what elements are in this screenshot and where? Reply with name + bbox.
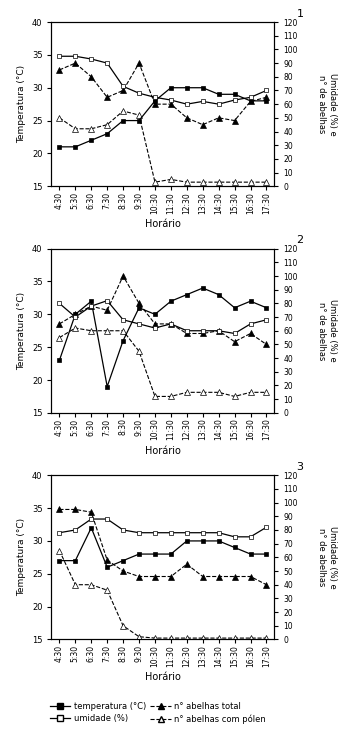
Text: 1: 1 [296,9,304,19]
Y-axis label: Umidade (%) e
n° de abelhas: Umidade (%) e n° de abelhas [317,73,337,135]
Y-axis label: Umidade (%) e
n° de abelhas: Umidade (%) e n° de abelhas [317,526,337,589]
Text: 2: 2 [296,235,304,245]
X-axis label: Horário: Horário [145,219,181,229]
Y-axis label: Temperatura (°C): Temperatura (°C) [17,518,26,596]
Y-axis label: Umidade (%) e
n° de abelhas: Umidade (%) e n° de abelhas [317,299,337,362]
Y-axis label: Temperatura (°C): Temperatura (°C) [17,65,26,143]
Y-axis label: Temperatura (°C): Temperatura (°C) [17,292,26,370]
Legend: temperatura (°C), umidade (%), n° abelhas total, n° abelhas com pólen: temperatura (°C), umidade (%), n° abelha… [46,699,269,727]
Text: 3: 3 [296,462,304,472]
X-axis label: Horário: Horário [145,673,181,682]
X-axis label: Horário: Horário [145,446,181,456]
